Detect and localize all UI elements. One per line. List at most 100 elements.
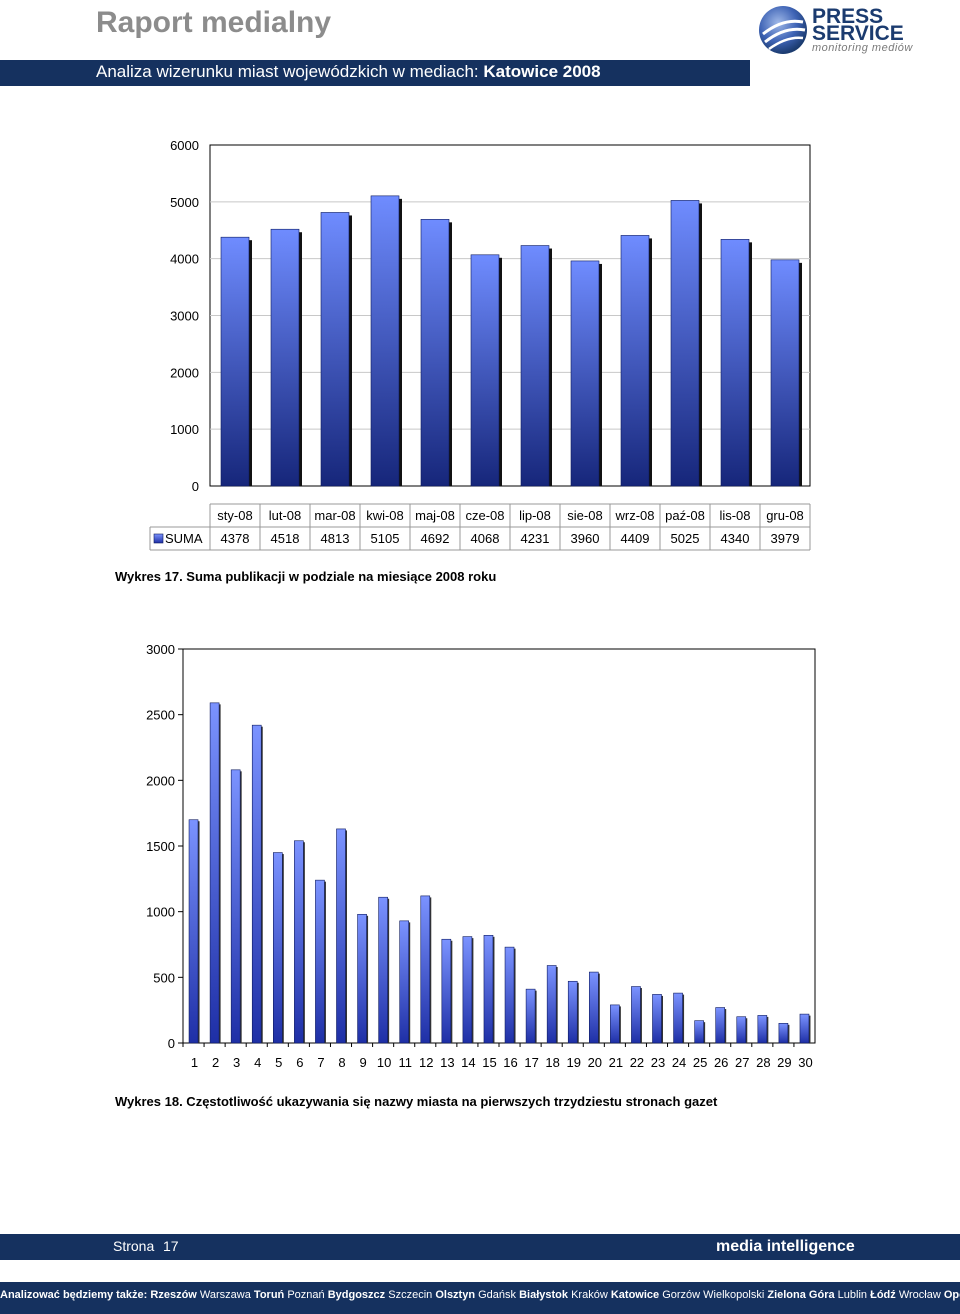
footer-city: Łódź <box>870 1289 896 1301</box>
chart2-bar <box>610 1004 620 1044</box>
chart2-bar <box>799 1013 810 1044</box>
chart2-x-tick-label: 18 <box>545 1055 559 1070</box>
chart2-bar <box>757 1015 768 1044</box>
page-title: Raport medialny <box>96 6 332 39</box>
chart1-bar <box>370 195 400 487</box>
footer-city: Poznań <box>287 1289 325 1301</box>
footer-city: Zielona Góra <box>767 1289 835 1301</box>
footer-city: Białystok <box>519 1289 569 1301</box>
chart2-bar <box>567 980 578 1044</box>
footer-tagline: media intelligence <box>716 1238 855 1255</box>
header-band <box>0 60 750 86</box>
chart2-bar <box>399 920 410 1044</box>
footer-bottom-band <box>0 1282 960 1314</box>
chart2-bar <box>525 988 536 1044</box>
footer-city: Olsztyn <box>435 1289 476 1301</box>
footer-city: Kraków <box>571 1289 608 1301</box>
chart2-bar <box>778 1022 789 1044</box>
chart2-bar <box>357 913 367 1044</box>
chart2-bar <box>251 724 262 1044</box>
chart2-y-tick-label: 3000 <box>146 642 175 657</box>
chart2-x-tick-label: 5 <box>275 1055 282 1070</box>
chart1-value-label: 5025 <box>671 531 700 546</box>
chart1-value-label: 4340 <box>721 531 750 546</box>
footer-city: Toruń <box>253 1289 285 1301</box>
chart2-bar <box>694 1020 704 1044</box>
chart1-y-tick-label: 1000 <box>170 422 199 437</box>
chart1-y-tick-label: 3000 <box>170 309 199 324</box>
chart1-value-label: 4692 <box>421 531 450 546</box>
chart2-bar <box>652 994 662 1044</box>
chart2-x-tick-label: 20 <box>588 1055 602 1070</box>
chart2-bars <box>188 702 811 1044</box>
chart1-category-label: lut-08 <box>269 508 302 523</box>
chart1-y-tick-label: 6000 <box>170 138 199 153</box>
chart2-x-tick-label: 14 <box>461 1055 475 1070</box>
page-number: 17 <box>163 1238 179 1254</box>
chart1-legend-label: SUMA <box>165 531 203 546</box>
chart2-x-tick-label: 24 <box>672 1055 686 1070</box>
footer-band <box>0 1234 960 1260</box>
chart1-category-label: paź-08 <box>665 508 705 523</box>
footer-city: Bydgoszcz <box>327 1289 386 1301</box>
chart2-x-tick-label: 7 <box>317 1055 324 1070</box>
chart1-bar <box>420 219 450 487</box>
chart2-x-tick-label: 4 <box>254 1055 261 1070</box>
chart1-value-label: 3960 <box>571 531 600 546</box>
chart2-x-tick-label: 15 <box>482 1055 496 1070</box>
chart2-bar <box>209 702 220 1044</box>
chart2-bar <box>631 986 641 1044</box>
logo-text: PRESS SERVICE monitoring mediów <box>812 6 913 54</box>
report-subtitle: Analiza wizerunku miast wojewódzkich w m… <box>96 62 601 82</box>
chart1-category-label: lip-08 <box>519 508 551 523</box>
subtitle-prefix: Analiza wizerunku miast wojewódzkich w m… <box>96 62 484 81</box>
chart1-category-label: sie-08 <box>567 508 602 523</box>
chart2-bar <box>673 992 683 1044</box>
chart1-category-label: gru-08 <box>766 508 804 523</box>
chart1-bar <box>720 239 750 487</box>
chart2-x-tick-labels: 1 2 3 4 5 6 7 8 9 10 11 12 13 14 15 16 17 18 19 20 21 22 23 24 2… <box>182 1043 813 1070</box>
chart2-x-tick-label: 25 <box>693 1055 707 1070</box>
chart2-bar <box>462 936 473 1044</box>
chart2-bar <box>441 938 452 1044</box>
chart1-value-label: 4518 <box>271 531 300 546</box>
chart2-x-tick-label: 26 <box>714 1055 728 1070</box>
chart2-x-tick-label: 1 <box>191 1055 198 1070</box>
chart2-y-tick-label: 1000 <box>146 905 175 920</box>
chart2-x-tick-label: 10 <box>377 1055 391 1070</box>
chart1-bar <box>520 245 550 487</box>
chart1-bar <box>320 212 350 487</box>
chart2-y-tick-label: 2000 <box>146 773 175 788</box>
chart1-value-label: 5105 <box>371 531 400 546</box>
page-label: Strona <box>113 1238 155 1254</box>
chart1-category-label: sty-08 <box>217 508 252 523</box>
chart2-x-tick-label: 6 <box>296 1055 303 1070</box>
chart2-x-tick-label: 8 <box>338 1055 345 1070</box>
subtitle-city: Katowice 2008 <box>483 62 601 81</box>
chart1-category-label: kwi-08 <box>366 508 404 523</box>
logo-tagline: monitoring mediów <box>812 42 913 54</box>
chart2-x-tick-label: 21 <box>609 1055 623 1070</box>
cities-list: Rzeszów Warszawa Toruń Poznań Bydgoszcz … <box>150 1289 960 1301</box>
chart2-bar <box>294 840 304 1044</box>
chart2-x-tick-label: 2 <box>212 1055 219 1070</box>
chart2-y-tick-label: 500 <box>153 970 175 985</box>
chart1-y-tick-label: 2000 <box>170 365 199 380</box>
chart1-value-label: 4813 <box>321 531 350 546</box>
chart2-x-tick-label: 13 <box>440 1055 454 1070</box>
chart2-y-tick-labels: 0 500 1000 1500 2000 2500 3000 <box>146 642 816 1051</box>
chart1-bar <box>220 236 250 487</box>
chart2-y-tick-label: 2500 <box>146 708 175 723</box>
chart2-bar <box>378 896 388 1044</box>
chart2-x-tick-label: 22 <box>630 1055 644 1070</box>
chart1-value-label: 4409 <box>621 531 650 546</box>
chart2-x-tick-label: 16 <box>503 1055 517 1070</box>
chart2-bar <box>588 971 599 1044</box>
press-service-logo <box>759 6 807 54</box>
chart1-value-label: 4378 <box>221 531 250 546</box>
chart2-bar <box>546 965 557 1044</box>
chart2-y-tick-label: 1500 <box>146 839 175 854</box>
chart1-category-label: mar-08 <box>314 508 355 523</box>
footer-city: Wrocław <box>898 1289 941 1301</box>
chart1-bar <box>770 259 800 487</box>
